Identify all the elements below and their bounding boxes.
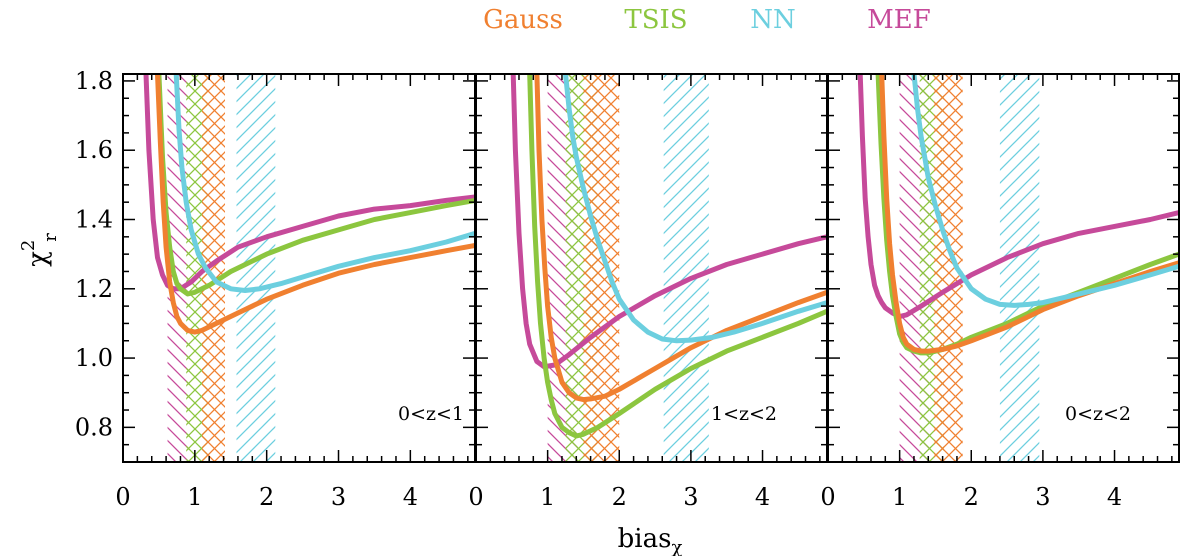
band-nn-panel-1	[663, 74, 709, 462]
svg-text:χ2r: χ2r	[18, 233, 61, 267]
y-axis-label-main: χ	[23, 251, 53, 267]
legend: Gauss TSIS NN MEF	[483, 5, 931, 35]
y-tick-label: 1.8	[75, 67, 113, 95]
panel-label-1: 1<z<2	[711, 403, 777, 425]
curve-nn-panel-0	[173, 74, 475, 293]
x-tick-label-panel-0: 0	[115, 483, 130, 511]
band-nn-panel-2	[999, 74, 1040, 462]
x-tick-label-panel-1: 2	[612, 483, 627, 511]
curve-nn-panel-2	[911, 74, 1179, 308]
x-tick-label-panel-2: 3	[1035, 483, 1050, 511]
curve-tsis-panel-1	[527, 74, 827, 439]
x-tick-label-panel-2: 2	[964, 483, 979, 511]
x-tick-label-panel-2: 1	[892, 483, 907, 511]
axes: 0.8 1.0 1.2 1.4 1.6 1.8	[75, 67, 113, 441]
legend-entry-nn: NN	[750, 5, 796, 35]
legend-entry-tsis: TSIS	[624, 5, 687, 35]
x-tick-label-panel-1: 1	[540, 483, 555, 511]
curve-mef-panel-0	[143, 74, 475, 292]
panel-label-2: 0<z<2	[1065, 403, 1131, 425]
legend-entry-mef: MEF	[867, 5, 931, 35]
curve-gauss-panel-2	[879, 74, 1179, 354]
x-tick-label-panel-0: 3	[331, 483, 346, 511]
panel-label-0: 0<z<1	[398, 403, 464, 425]
y-axis-label: χ2r	[18, 233, 61, 267]
legend-entry-gauss: Gauss	[483, 5, 563, 35]
x-tick-label-panel-0: 4	[403, 483, 418, 511]
x-tick-label-panel-1: 4	[755, 483, 770, 511]
curve-mef-panel-1	[510, 74, 827, 370]
x-axis-label-sub: χ	[671, 537, 682, 556]
x-axis-label: biasχ	[618, 524, 683, 556]
curve-nn-panel-1	[563, 74, 827, 344]
x-tick-label-panel-2: 0	[820, 483, 835, 511]
curve-tsis-panel-0	[156, 74, 475, 297]
y-tick-label: 1.0	[75, 344, 113, 372]
x-tick-label-panel-1: 0	[468, 483, 483, 511]
panel-1-z-1-2: 0 1 2 3 4	[468, 73, 828, 511]
band-gauss-panel-0	[202, 74, 226, 462]
x-tick-label-panel-0: 1	[187, 483, 202, 511]
y-tick-label: 0.8	[75, 413, 113, 441]
panel-2-z-0-2: 0 1 2 3 4	[820, 73, 1180, 511]
x-tick-label-panel-1: 3	[683, 483, 698, 511]
y-tick-label: 1.2	[75, 275, 113, 303]
curve-gauss-panel-0	[155, 74, 475, 335]
x-tick-label-panel-2: 4	[1107, 483, 1122, 511]
y-axis-label-sub: r	[40, 233, 61, 242]
band-gauss-panel-1	[583, 74, 620, 462]
y-tick-label: 1.4	[75, 206, 113, 234]
x-tick-label-panel-0: 2	[259, 483, 274, 511]
y-axis-label-sup: 2	[18, 240, 39, 251]
panel-frame-2	[827, 73, 1180, 463]
panel-0-z-0-1: 0 1 2 3 4	[115, 73, 476, 511]
y-tick-label: 1.6	[75, 136, 113, 164]
x-axis-label-main: bias	[618, 524, 672, 554]
